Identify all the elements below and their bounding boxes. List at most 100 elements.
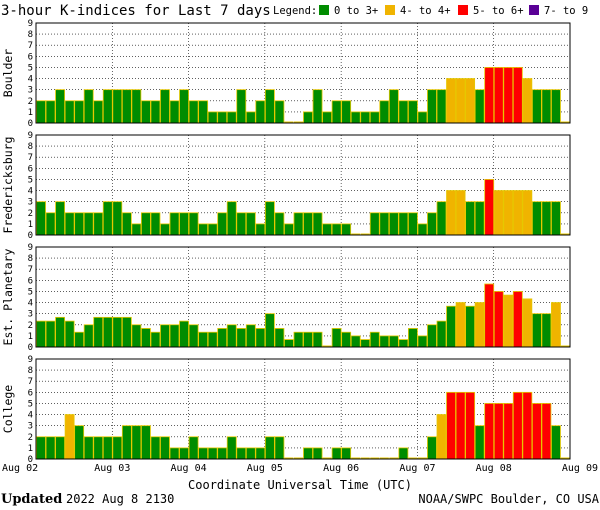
bar (322, 111, 333, 124)
bar (369, 212, 380, 236)
bar (465, 201, 476, 236)
bar (255, 223, 266, 236)
bar (322, 223, 333, 236)
bar (93, 436, 104, 460)
panels: 0123456789Boulder0123456789Fredericksbur… (1, 19, 571, 465)
bar (64, 212, 75, 236)
bar (455, 391, 466, 460)
bar (140, 425, 151, 460)
bar (160, 223, 170, 236)
bar (160, 324, 170, 348)
bar (379, 100, 390, 124)
panel-label: College (1, 385, 15, 434)
bar (207, 111, 218, 124)
bar (140, 328, 151, 348)
bar (83, 89, 94, 124)
bar (407, 212, 418, 236)
bar (198, 223, 209, 236)
bar (207, 331, 218, 348)
bar (541, 201, 552, 236)
bar (331, 328, 342, 348)
bar (398, 447, 409, 460)
x-tick-label: Aug 06 (323, 463, 359, 474)
legend-entry-label: 4- to 4+ (400, 5, 451, 17)
bar (284, 223, 294, 236)
bar (388, 212, 399, 236)
bar (474, 89, 485, 124)
bar (503, 403, 514, 460)
x-tick-label: Aug 04 (171, 463, 207, 474)
bar (217, 447, 228, 460)
panel-label: Fredericksburg (1, 137, 15, 234)
bar (36, 201, 46, 236)
bar (341, 447, 352, 460)
bar (274, 436, 285, 460)
bar (312, 447, 323, 460)
bar (188, 100, 199, 124)
y-tick-label: 2 (28, 433, 33, 443)
chart-title: 3-hour K-indices for Last 7 days (1, 3, 271, 19)
source-credit: NOAA/SWPC Boulder, CO USA (418, 492, 599, 506)
bar (226, 436, 237, 460)
bar (484, 403, 495, 460)
bar (74, 212, 85, 236)
bar (245, 212, 256, 236)
bar (360, 111, 371, 124)
bar (102, 201, 113, 236)
bar (188, 212, 199, 236)
bar (121, 316, 132, 348)
bar (45, 320, 56, 348)
x-axis-ticks: Aug 02 Aug 03 Aug 04 Aug 05 Aug 06 Aug 07 Aug … (2, 463, 598, 474)
bar (436, 414, 447, 460)
bar (541, 403, 552, 460)
bar (369, 331, 380, 348)
bar (427, 324, 437, 348)
bar (331, 100, 342, 124)
bar (446, 190, 456, 236)
bar (236, 447, 247, 460)
bar (226, 111, 237, 124)
bar (45, 436, 56, 460)
bar (217, 212, 228, 236)
y-tick-label: 2 (28, 209, 33, 219)
y-tick-label: 1 (28, 220, 33, 230)
bar (512, 391, 523, 460)
y-tick-label: 1 (28, 332, 33, 342)
y-tick-label: 8 (28, 254, 33, 264)
bar (503, 294, 514, 348)
y-tick-label: 0 (28, 343, 33, 353)
bar (45, 100, 56, 124)
bar (331, 447, 342, 460)
bar (274, 212, 285, 236)
bar (331, 223, 342, 236)
bar (531, 313, 542, 348)
bar (436, 320, 447, 348)
bar (551, 201, 561, 236)
bar (484, 67, 495, 124)
bar (169, 212, 180, 236)
y-tick-label: 8 (28, 30, 33, 40)
bar (551, 302, 561, 348)
updated-label: Updated (1, 492, 62, 507)
bar (503, 190, 514, 236)
bar (112, 201, 123, 236)
bar (74, 425, 85, 460)
bar (551, 89, 561, 124)
y-tick-label: 9 (28, 19, 33, 29)
bar (179, 447, 189, 460)
x-axis-label: Coordinate Universal Time (UTC) (188, 478, 412, 492)
y-tick-label: 3 (28, 310, 33, 320)
bar (512, 67, 523, 124)
bar (102, 89, 113, 124)
bar (121, 212, 132, 236)
y-tick-label: 2 (28, 97, 33, 107)
bar (83, 212, 94, 236)
y-tick-label: 7 (28, 265, 33, 275)
bar (45, 212, 56, 236)
bar (446, 78, 456, 124)
bar (140, 100, 151, 124)
panel-label: Boulder (1, 49, 15, 98)
bar (236, 212, 247, 236)
